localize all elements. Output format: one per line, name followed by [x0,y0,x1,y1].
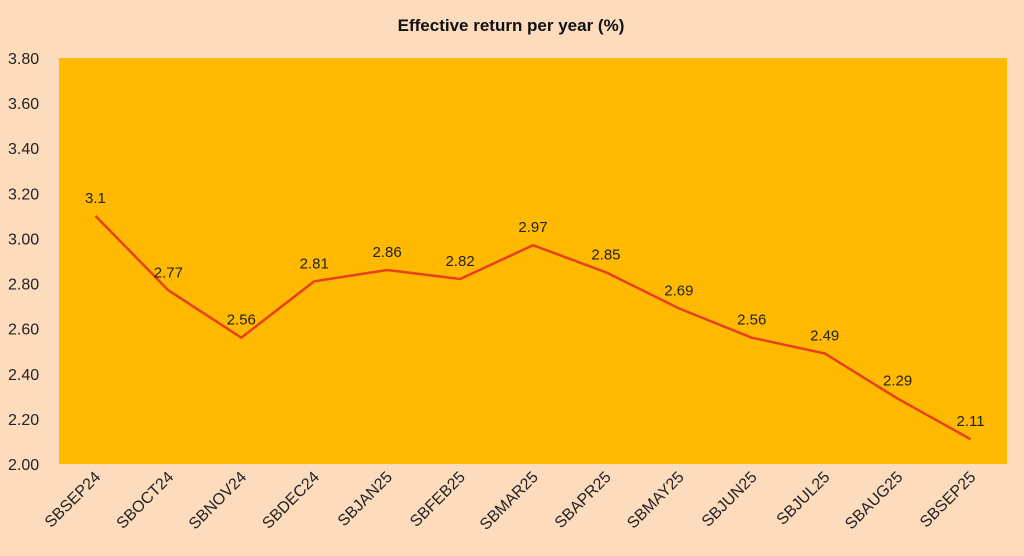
y-tick-label: 2.40 [8,367,39,384]
y-tick-label: 2.20 [8,412,39,429]
data-label: 2.82 [445,253,474,270]
y-tick-label: 2.00 [8,457,39,474]
data-label: 2.29 [883,373,912,390]
data-label: 2.11 [956,413,984,430]
chart-title: Effective return per year (%) [398,16,625,35]
y-tick-label: 3.80 [8,51,39,68]
x-tick-label: SBSEP25 [917,469,979,531]
x-tick-label: SBFEB25 [407,469,469,531]
data-label: 2.56 [737,312,766,329]
data-label: 2.81 [300,255,329,272]
data-label: 2.49 [810,327,839,344]
y-tick-label: 3.00 [8,231,39,248]
data-label: 2.97 [518,219,547,236]
x-tick-label: SBAUG25 [842,469,906,533]
data-label: 2.69 [664,282,693,299]
data-label: 3.1 [85,190,106,207]
x-tick-label: SBJUL25 [774,469,834,529]
y-tick-label: 2.80 [8,277,39,294]
x-tick-label: SBDEC24 [259,469,323,533]
x-tick-label: SBOCT24 [114,469,178,533]
data-label: 2.77 [154,264,183,281]
x-tick-label: SBSEP24 [42,469,104,531]
y-tick-label: 3.20 [8,186,39,203]
data-label: 2.86 [373,244,402,261]
x-tick-label: SBJAN25 [335,469,396,530]
x-tick-label: SBMAR25 [477,469,542,534]
plot-area [59,58,1007,464]
series-line [94,215,972,441]
x-tick-label: SBJUN25 [699,469,761,531]
data-label: 2.56 [227,312,256,329]
y-tick-label: 2.60 [8,322,39,339]
x-tick-label: SBNOV24 [186,469,250,533]
data-label: 2.85 [591,246,620,263]
y-tick-label: 3.60 [8,96,39,113]
x-tick-label: SBAPR25 [552,469,615,532]
x-tick-label: SBMAY25 [624,469,687,532]
y-tick-label: 3.40 [8,141,39,158]
